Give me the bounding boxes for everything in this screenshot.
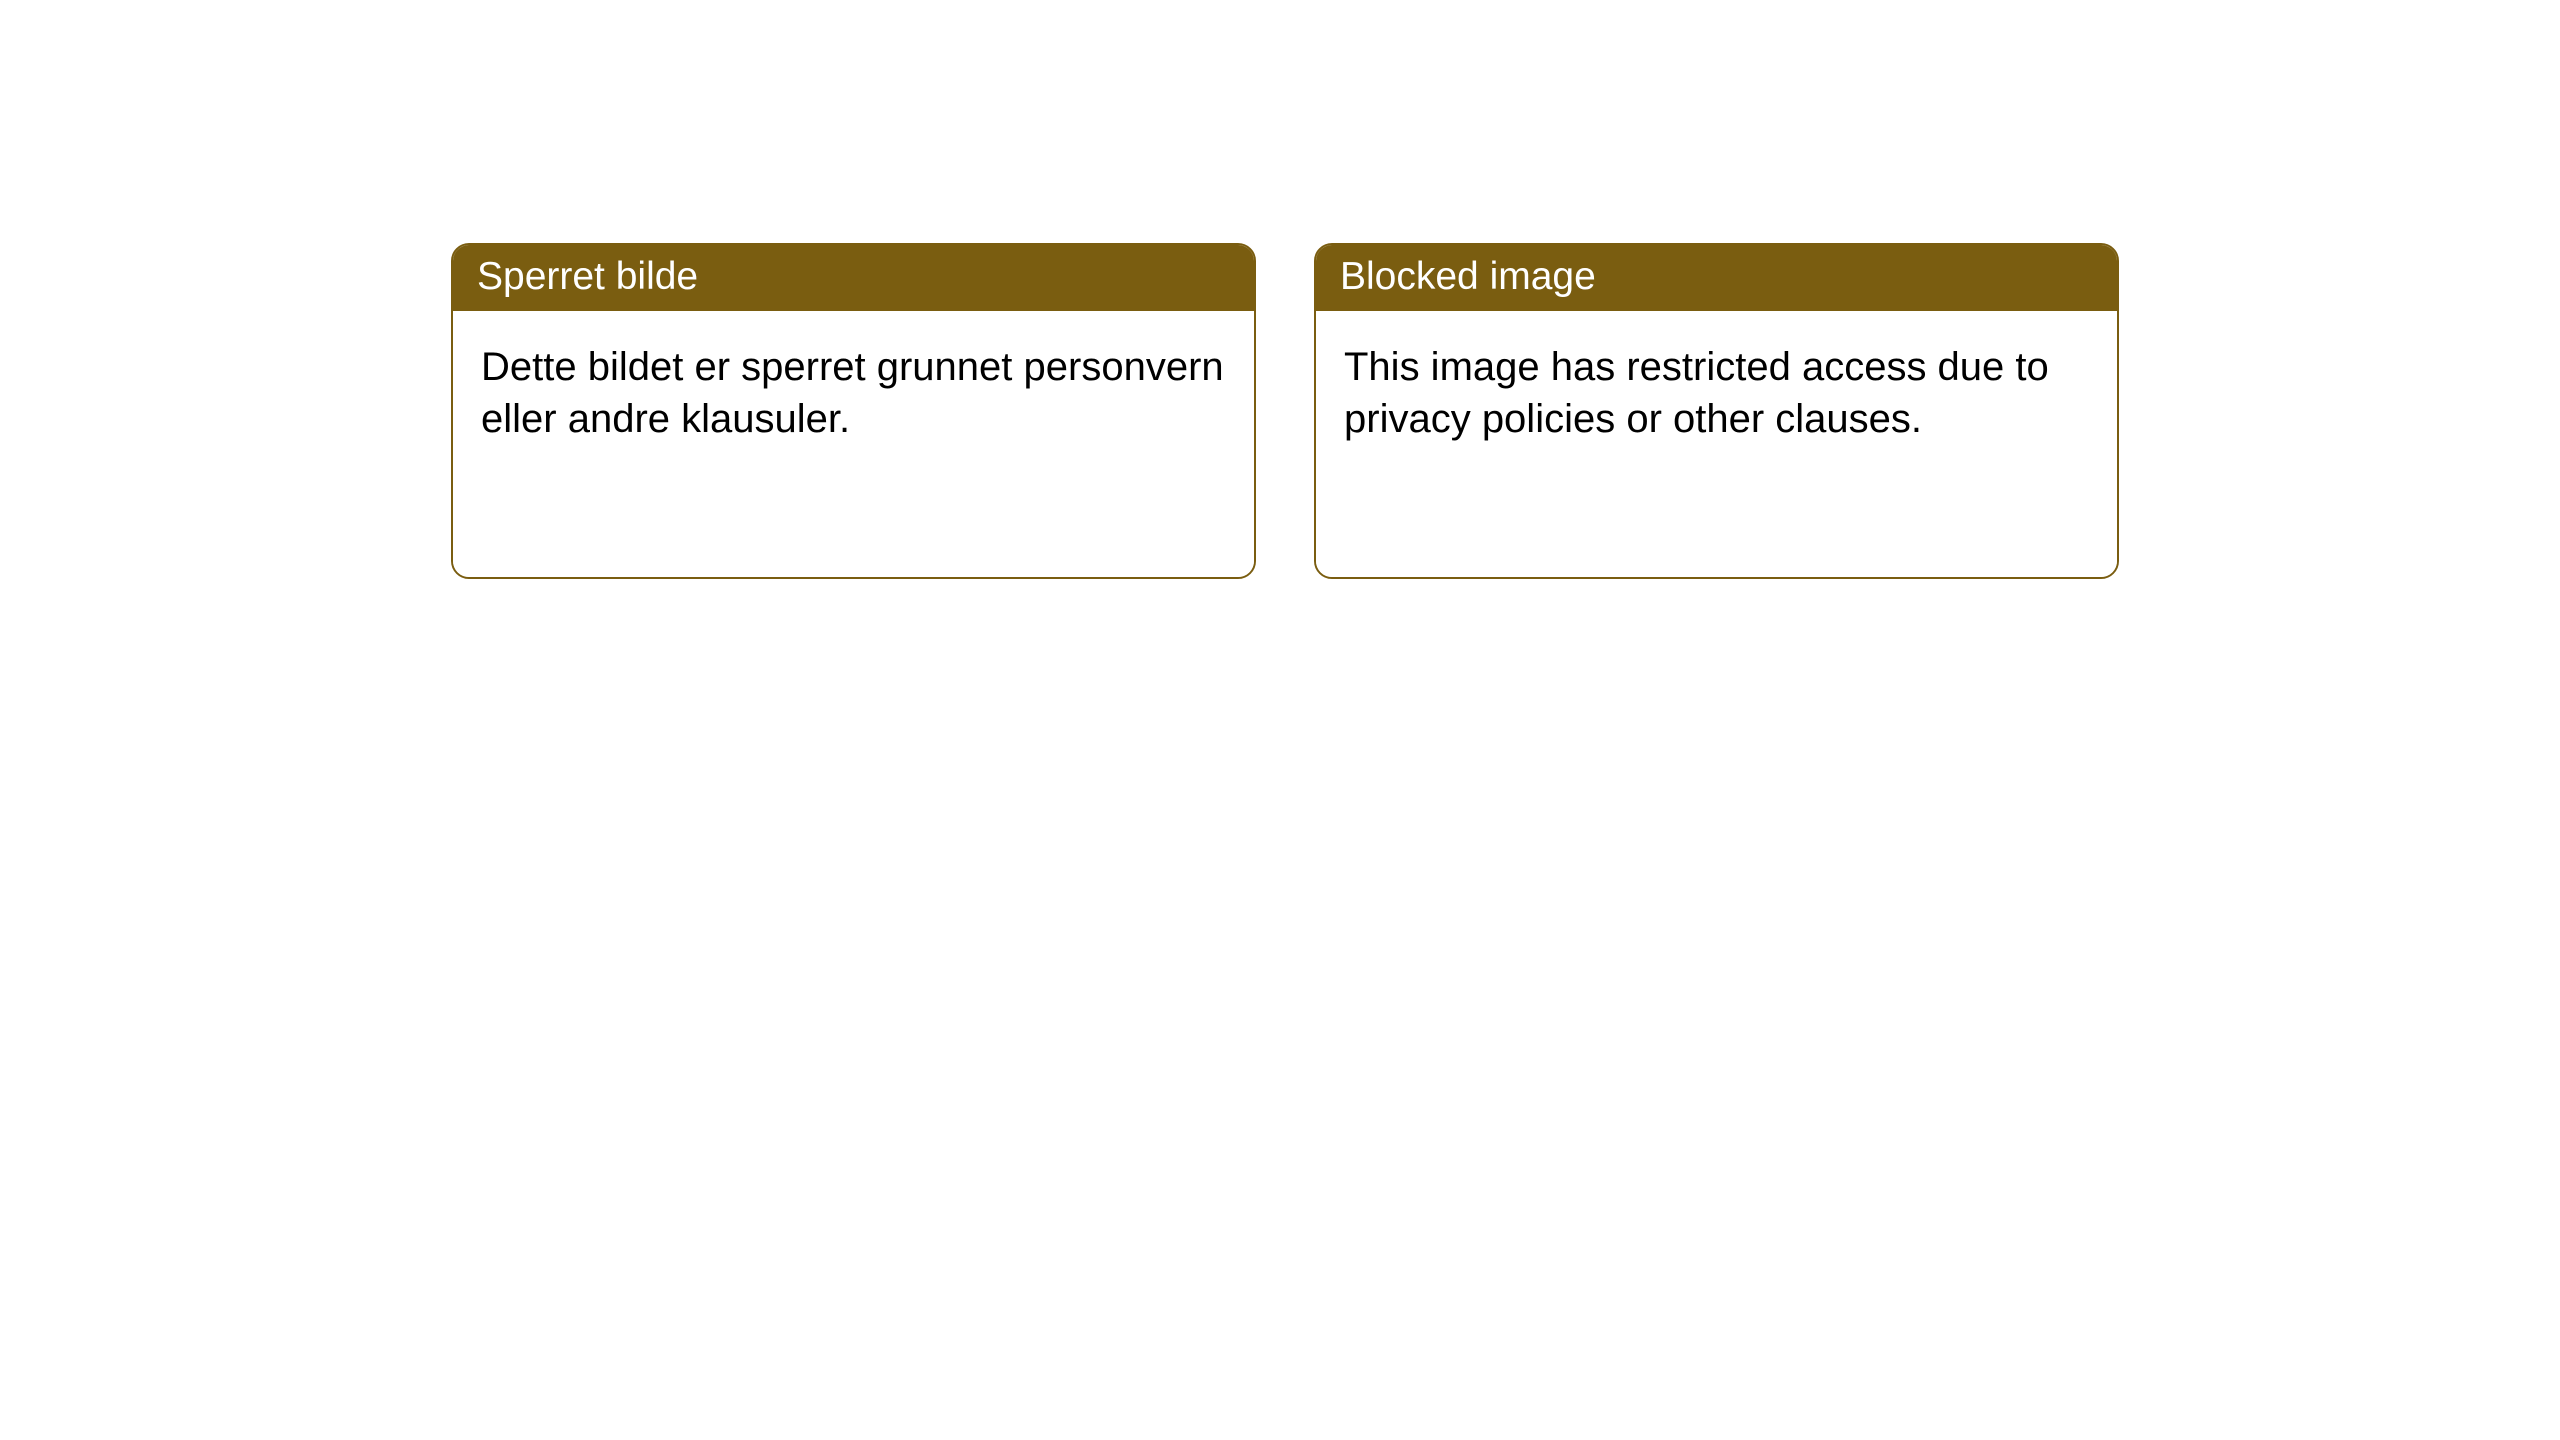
card-message: Dette bildet er sperret grunnet personve… <box>481 345 1224 441</box>
card-title: Blocked image <box>1340 255 1596 298</box>
card-header: Sperret bilde <box>453 245 1254 311</box>
info-card-norwegian: Sperret bilde Dette bildet er sperret gr… <box>451 243 1256 579</box>
card-body: This image has restricted access due to … <box>1316 311 2117 577</box>
card-message: This image has restricted access due to … <box>1344 345 2049 441</box>
card-title: Sperret bilde <box>477 255 698 298</box>
card-body: Dette bildet er sperret grunnet personve… <box>453 311 1254 577</box>
card-header: Blocked image <box>1316 245 2117 311</box>
info-card-english: Blocked image This image has restricted … <box>1314 243 2119 579</box>
info-cards-container: Sperret bilde Dette bildet er sperret gr… <box>0 0 2560 579</box>
